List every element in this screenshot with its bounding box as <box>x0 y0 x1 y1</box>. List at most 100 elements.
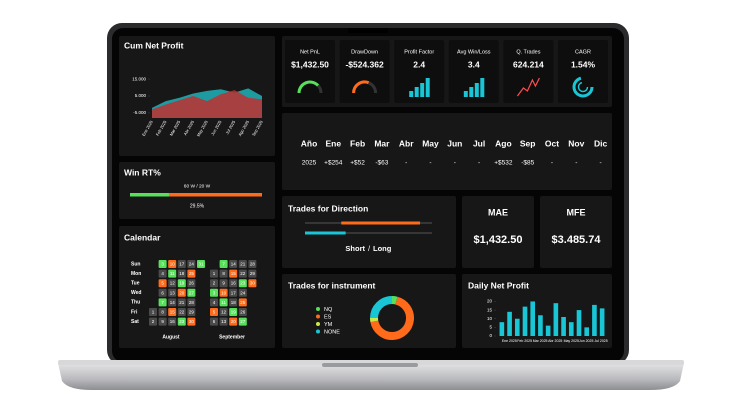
weekday-label: Fri <box>131 309 138 315</box>
weekday-label: Sat <box>131 319 139 325</box>
panel <box>462 196 534 268</box>
table-header: Feb <box>350 138 365 148</box>
calendar-day-cell <box>177 269 186 278</box>
calendar-day: 11 <box>221 300 226 305</box>
table-cell: - <box>478 160 480 167</box>
table-header: Oct <box>545 138 559 148</box>
bar <box>561 317 566 336</box>
metric-value: $1,432.50 <box>474 234 523 246</box>
calendar-day: 30 <box>189 319 195 324</box>
calendar-day-cell <box>229 298 238 307</box>
base-edge <box>58 360 684 365</box>
calendar-day: 16 <box>170 319 176 324</box>
table-header: Ene <box>326 138 342 148</box>
legend-dot <box>316 322 320 326</box>
icon-bar <box>480 78 485 97</box>
calendar-day-cell <box>168 317 177 326</box>
legend-label: NONE <box>324 329 340 335</box>
calendar-day: 4 <box>213 300 216 305</box>
calendar-day-cell <box>238 308 247 316</box>
table-cell: +$254 <box>324 160 343 167</box>
bar <box>599 308 605 336</box>
long-label: Long <box>373 244 392 253</box>
calendar-day-cell <box>177 308 186 316</box>
table-header: Jul <box>473 138 485 148</box>
calendar-day-cell <box>238 288 247 297</box>
kpi-value: $1,432.50 <box>291 59 329 69</box>
calendar-day-cell <box>238 279 247 288</box>
calendar-day-cell <box>229 308 238 316</box>
x-tick-label: Jul 2025 <box>594 339 607 343</box>
table-cell: - <box>575 160 577 167</box>
y-tick-label: -5.000 <box>133 110 146 115</box>
table-cell: -$63 <box>375 160 388 167</box>
calendar-day-cell <box>219 298 228 307</box>
table-cell: 2025 <box>302 160 317 167</box>
panel <box>282 113 612 190</box>
panel <box>282 196 456 268</box>
calendar-day-cell <box>219 279 228 288</box>
calendar-day-cell <box>149 308 157 316</box>
calendar-day: 17 <box>179 261 185 266</box>
table-header: Dic <box>594 138 608 148</box>
win-counts: 60 W / 20 W <box>184 183 211 189</box>
panel-title: Calendar <box>124 232 161 242</box>
table-cell: - <box>454 160 456 167</box>
calendar-day-cell <box>248 260 257 268</box>
y-tick-label: 10 <box>487 316 493 321</box>
long-bar <box>305 231 346 235</box>
legend-dot <box>316 314 320 319</box>
calendar-day-cell <box>177 298 186 307</box>
bar <box>545 325 551 336</box>
calendar-day: 4 <box>161 271 164 276</box>
table-header: Sep <box>520 138 536 148</box>
kpi-value: 624.214 <box>513 59 544 69</box>
metric-value: $3.485.74 <box>552 234 602 246</box>
calendar-day-cell <box>238 260 247 268</box>
y-tick-label: 5 <box>489 325 492 330</box>
table-header: Abr <box>399 138 414 148</box>
table-cell: - <box>551 160 553 167</box>
table-header: Ago <box>495 138 512 148</box>
kpi-value: 1.54% <box>571 59 596 69</box>
calendar-day-cell <box>168 288 177 297</box>
calendar-day: 5 <box>213 309 216 314</box>
x-tick-label: Jun 2025 <box>579 339 593 343</box>
calendar-day-cell <box>219 317 228 326</box>
bar <box>530 301 536 336</box>
calendar-day: 26 <box>189 281 195 286</box>
calendar-day: 5 <box>161 281 164 286</box>
calendar-day: 9 <box>161 319 164 324</box>
calendar-day-cell <box>248 269 257 278</box>
bar <box>576 310 582 336</box>
panel <box>119 226 275 348</box>
calendar-day: 24 <box>189 261 195 266</box>
bar <box>538 315 543 336</box>
calendar-day: 29 <box>250 271 256 276</box>
metric-label: MFE <box>567 207 586 217</box>
calendar-day: 10 <box>170 261 176 266</box>
calendar-day-cell <box>158 298 167 307</box>
base-notch <box>322 363 418 367</box>
calendar-day: 1 <box>213 271 216 276</box>
bar <box>507 311 512 336</box>
x-tick-label: Mar 2025 <box>533 339 548 343</box>
kpi-value: 3.4 <box>468 59 480 69</box>
bar <box>514 318 520 336</box>
calendar-day: 11 <box>170 271 175 276</box>
icon-ring-inner <box>577 81 589 93</box>
legend-dot <box>316 329 320 334</box>
table-cell: +$52 <box>350 160 365 167</box>
calendar-day: 17 <box>231 290 237 295</box>
table-header: Nov <box>568 138 584 148</box>
calendar-day-cell <box>177 260 186 268</box>
y-tick-label: 0 <box>489 333 492 338</box>
calendar-day: 1 <box>152 309 155 314</box>
area-series <box>152 90 262 118</box>
calendar-day: 7 <box>161 300 164 305</box>
calendar-day-cell <box>168 279 177 288</box>
icon-line <box>516 77 540 97</box>
x-tick-label: Abr 2025 <box>548 339 562 343</box>
calendar-day: 25 <box>240 300 246 305</box>
